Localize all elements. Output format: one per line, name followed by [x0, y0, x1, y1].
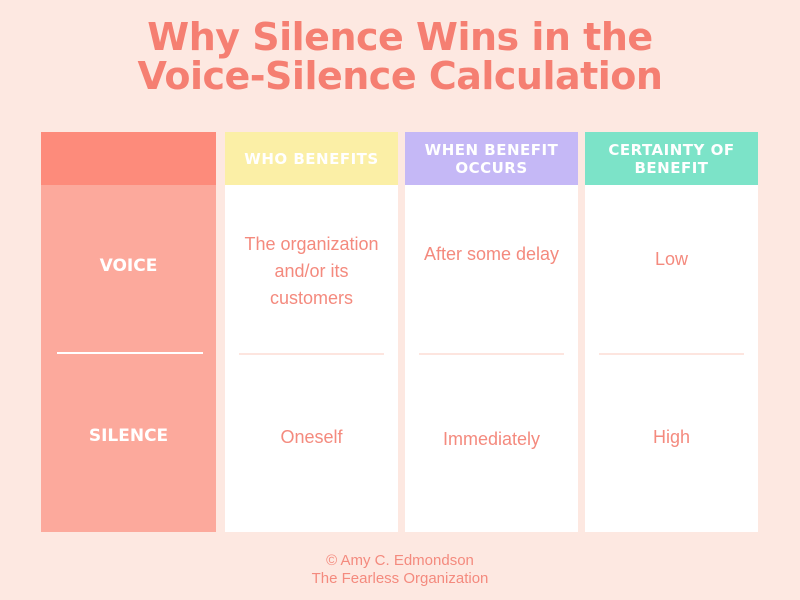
title-line-1: Why Silence Wins in the: [147, 15, 653, 59]
header-certainty-of-benefit: CERTAINTY OF BENEFIT: [585, 132, 758, 185]
cell-when-benefit-silence: Immediately: [442, 429, 541, 449]
title-line-2: Voice-Silence Calculation: [137, 54, 663, 98]
cell-divider: [419, 353, 564, 355]
row-divider: [57, 352, 203, 354]
cell-certainty-voice: Low: [654, 249, 689, 269]
header-when-benefit-occurs: WHEN BENEFIT OCCURS: [405, 132, 578, 185]
row-labels-column: VOICE SILENCE: [41, 132, 216, 532]
cell-divider: [239, 353, 384, 355]
footer-source: The Fearless Organization: [311, 570, 489, 587]
column-who-benefits: WHO BENEFITS The organization and/or its…: [225, 132, 398, 532]
row-label-voice: VOICE: [99, 256, 158, 276]
row-label-silence: SILENCE: [88, 426, 169, 446]
column-when-benefit-occurs: WHEN BENEFIT OCCURS After some delay Imm…: [405, 132, 578, 532]
cell-who-benefits-voice: The organization and/or its customers: [244, 234, 379, 308]
column-certainty-of-benefit: CERTAINTY OF BENEFIT Low High: [585, 132, 758, 532]
footer-copyright: © Amy C. Edmondson: [326, 552, 474, 569]
cell-certainty-silence: High: [652, 427, 691, 447]
row-labels-header: [41, 132, 216, 185]
header-who-benefits: WHO BENEFITS: [225, 132, 398, 185]
cell-who-benefits-silence: Oneself: [280, 427, 343, 447]
cell-when-benefit-voice: After some delay: [423, 244, 560, 264]
cell-divider: [599, 353, 744, 355]
